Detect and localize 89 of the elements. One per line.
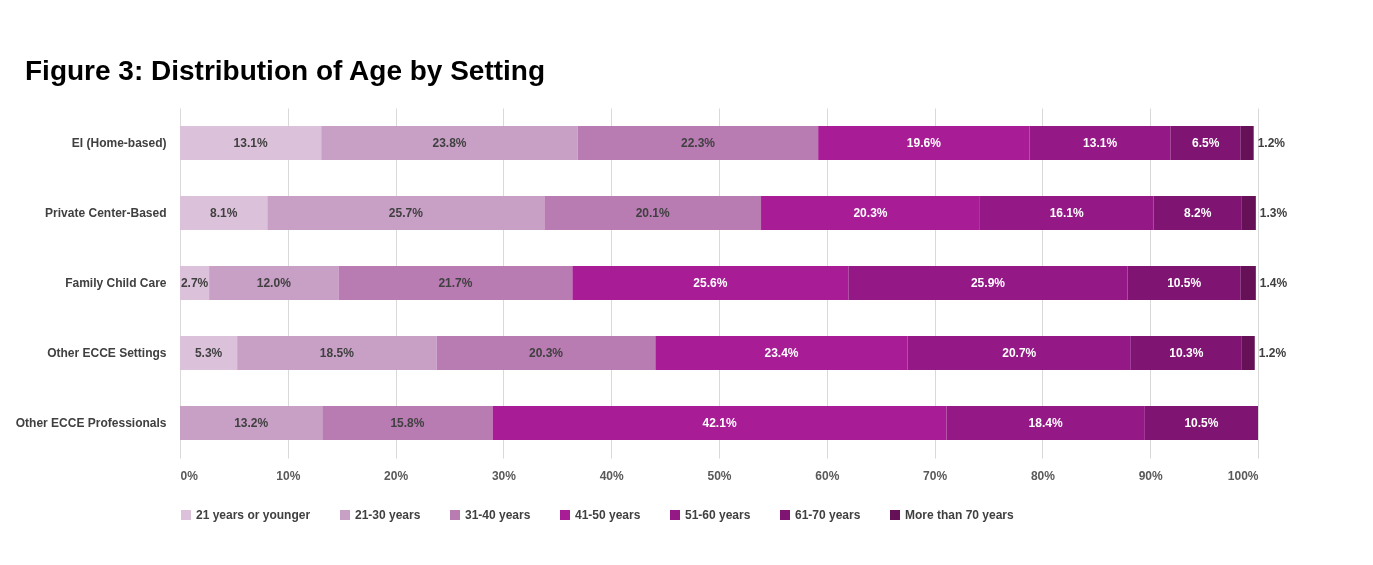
bar [1029, 126, 1171, 160]
bar [180, 336, 238, 370]
data-label: 1.2% [1257, 136, 1286, 150]
x-tick-label: 60% [815, 468, 840, 483]
data-label: 8.1% [209, 206, 238, 220]
bar [1241, 196, 1256, 230]
bar [267, 196, 545, 230]
data-label: 12.0% [256, 276, 292, 290]
data-label: 20.3% [528, 346, 564, 360]
data-label: 1.4% [1259, 276, 1288, 290]
y-tick-label: Other ECCE Professionals [15, 416, 167, 430]
x-tick-label: 20% [384, 468, 409, 483]
data-label: 20.7% [1002, 346, 1037, 360]
data-label: 8.2% [1183, 206, 1212, 220]
x-tick-label: 50% [707, 468, 732, 483]
data-label: 20.3% [853, 206, 888, 220]
data-label: 25.9% [970, 276, 1006, 290]
x-tick-label: 10% [276, 468, 301, 483]
bar [577, 126, 819, 160]
data-label: 22.3% [680, 136, 716, 150]
bar [1170, 126, 1241, 160]
bar [818, 126, 1030, 160]
y-tick-label: EI (Home-based) [71, 136, 167, 150]
bar [848, 266, 1128, 300]
data-label: 15.8% [390, 416, 425, 430]
bar [180, 196, 268, 230]
bar [946, 406, 1145, 440]
bar [492, 406, 947, 440]
data-label: 10.3% [1169, 346, 1204, 360]
bar [1153, 196, 1242, 230]
data-label: 18.5% [319, 346, 355, 360]
bar [979, 196, 1154, 230]
data-label: 16.1% [1049, 206, 1084, 220]
chart-title: Figure 3: Distribution of Age by Setting [25, 55, 546, 86]
data-label: 25.7% [388, 206, 424, 220]
legend-label: 51-60 years [685, 508, 751, 522]
data-label: 13.2% [234, 416, 269, 430]
bar [436, 336, 656, 370]
x-tick-label: 100% [1227, 468, 1259, 483]
data-label: 19.6% [906, 136, 942, 150]
data-label: 42.1% [702, 416, 737, 430]
x-tick-label: 40% [599, 468, 625, 483]
y-tick-label: Private Center-Based [45, 206, 167, 220]
bar [1241, 336, 1255, 370]
y-tick-label: Other ECCE Settings [47, 346, 167, 360]
data-label: 23.8% [432, 136, 467, 150]
data-label: 6.5% [1192, 136, 1220, 150]
legend-label: 21-30 years [355, 508, 421, 522]
y-tick-label: Family Child Care [65, 276, 167, 290]
x-tick-label: 30% [491, 468, 517, 483]
legend-label: 31-40 years [465, 508, 531, 522]
data-label: 25.6% [693, 276, 728, 290]
data-label: 13.1% [233, 136, 268, 150]
data-label: 10.5% [1167, 276, 1202, 290]
data-label: 10.5% [1184, 416, 1219, 430]
legend-label: 61-70 years [795, 508, 861, 522]
data-label: 1.2% [1258, 346, 1287, 360]
legend-label: 41-50 years [575, 508, 641, 522]
data-label: 2.7% [180, 276, 209, 290]
bar [1127, 266, 1241, 300]
legend-label: More than 70 years [905, 508, 1015, 522]
bar [761, 196, 980, 230]
bar [209, 266, 339, 300]
x-tick-label: 90% [1138, 468, 1164, 483]
data-label: 13.1% [1083, 136, 1118, 150]
data-label: 18.4% [1028, 416, 1063, 430]
data-label: 20.1% [635, 206, 671, 220]
bar [1240, 126, 1254, 160]
bar [907, 336, 1131, 370]
data-label: 21.7% [438, 276, 473, 290]
x-tick-label: 70% [923, 468, 948, 483]
bar [655, 336, 908, 370]
bar [544, 196, 762, 230]
bar [1240, 266, 1256, 300]
x-tick-label: 80% [1030, 468, 1056, 483]
bar [1144, 406, 1258, 440]
data-label: 1.3% [1259, 206, 1288, 220]
bar [321, 126, 578, 160]
x-tick-label: 0% [180, 468, 199, 483]
bar [180, 406, 323, 440]
bar [1130, 336, 1242, 370]
bar [338, 266, 573, 300]
bar [322, 406, 493, 440]
bar [572, 266, 849, 300]
data-label: 23.4% [764, 346, 799, 360]
bar [180, 126, 322, 160]
bar [237, 336, 437, 370]
legend-label: 21 years or younger [196, 508, 311, 522]
data-label: 5.3% [194, 346, 223, 360]
